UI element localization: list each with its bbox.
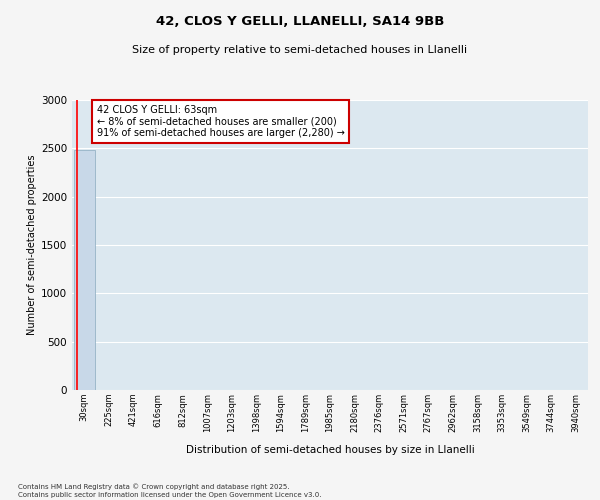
Bar xyxy=(74,150,95,390)
Text: 42, CLOS Y GELLI, LLANELLI, SA14 9BB: 42, CLOS Y GELLI, LLANELLI, SA14 9BB xyxy=(156,15,444,28)
Text: Distribution of semi-detached houses by size in Llanelli: Distribution of semi-detached houses by … xyxy=(185,445,475,455)
Text: 42 CLOS Y GELLI: 63sqm
← 8% of semi-detached houses are smaller (200)
91% of sem: 42 CLOS Y GELLI: 63sqm ← 8% of semi-deta… xyxy=(97,105,344,138)
Text: Size of property relative to semi-detached houses in Llanelli: Size of property relative to semi-detach… xyxy=(133,45,467,55)
Y-axis label: Number of semi-detached properties: Number of semi-detached properties xyxy=(27,155,37,336)
Text: Contains HM Land Registry data © Crown copyright and database right 2025.
Contai: Contains HM Land Registry data © Crown c… xyxy=(18,484,322,498)
